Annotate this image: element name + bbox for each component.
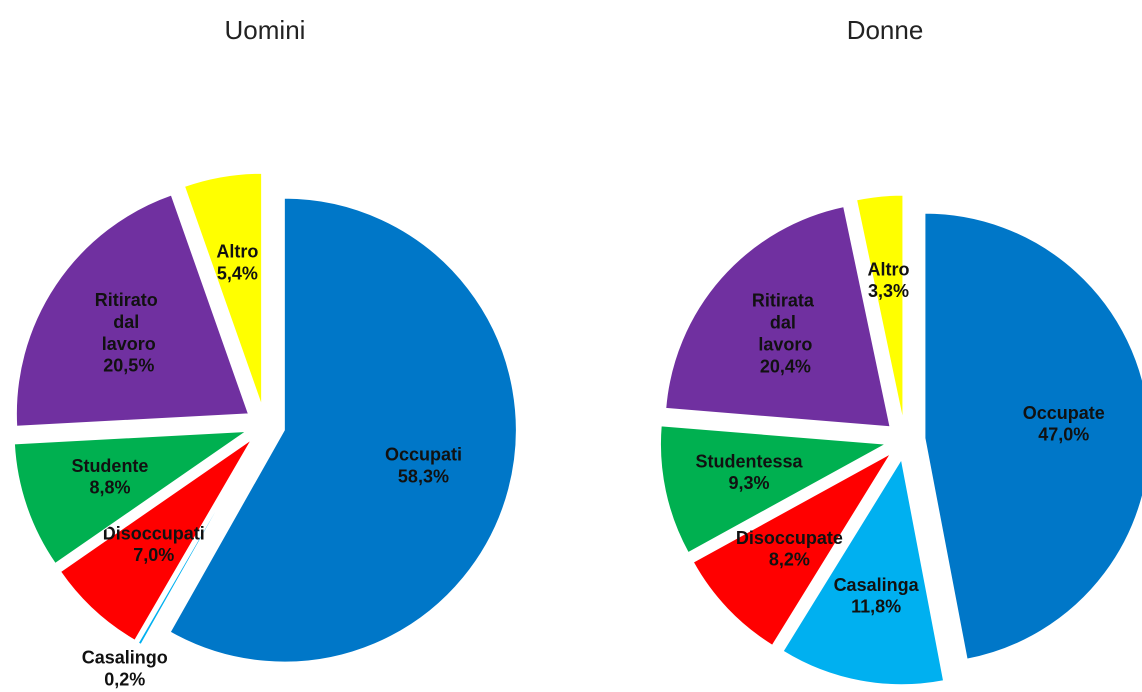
- chart-title: Uomini: [225, 15, 306, 45]
- pie-slice: [137, 442, 256, 646]
- category-label: Altro: [216, 241, 258, 261]
- category-label: Altro: [867, 259, 909, 279]
- chart-title: Donne: [847, 15, 924, 45]
- category-label: Occupate: [1023, 403, 1105, 423]
- value-label: 0,2%: [104, 669, 145, 689]
- pie-slice: [59, 439, 252, 641]
- category-label: Disoccupati: [103, 523, 205, 543]
- value-label: 8,8%: [89, 478, 130, 498]
- value-label: 11,8%: [851, 597, 901, 617]
- category-label: Ritirato dal lavoro: [95, 290, 163, 354]
- pie-slice: [183, 172, 263, 406]
- pie-slice: [15, 194, 250, 427]
- category-label: Casalingo: [82, 647, 168, 667]
- pie-slice: [856, 194, 904, 421]
- value-label: 9,3%: [729, 473, 770, 493]
- pie-slice: [924, 212, 1142, 660]
- pie-slice: [782, 458, 945, 686]
- category-label: Casalinga: [834, 575, 920, 595]
- value-label: 20,5%: [103, 356, 154, 376]
- pie-slice: [169, 197, 517, 663]
- value-label: 7,0%: [133, 545, 174, 565]
- value-label: 47,0%: [1038, 425, 1089, 445]
- value-label: 58,3%: [398, 466, 449, 486]
- value-label: 5,4%: [217, 263, 258, 283]
- value-label: 20,4%: [760, 356, 811, 376]
- category-label: Disoccupate: [736, 528, 843, 548]
- value-label: 8,2%: [769, 550, 810, 570]
- pie-slice: [692, 452, 892, 646]
- category-label: Studente: [71, 456, 148, 476]
- pie-slice: [13, 430, 248, 565]
- category-label: Occupati: [385, 444, 462, 464]
- pie-slice: [660, 425, 888, 554]
- value-label: 3,3%: [868, 281, 909, 301]
- category-label: Studentessa: [695, 451, 803, 471]
- pie-slice: [665, 206, 891, 428]
- category-label: Ritirata dal lavoro: [752, 290, 819, 354]
